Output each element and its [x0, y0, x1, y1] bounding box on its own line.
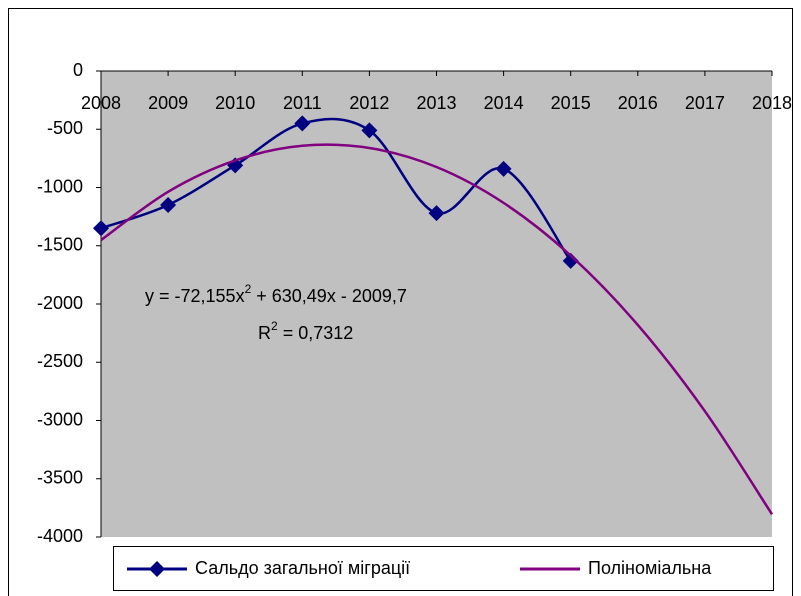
- trend-equation: y = -72,155x2 + 630,49x - 2009,7: [145, 282, 407, 306]
- r-squared-part: 2: [271, 319, 278, 333]
- y-tick-label: -1500: [37, 235, 83, 255]
- data-point: [495, 160, 512, 177]
- y-tick-label: -2000: [37, 293, 83, 313]
- r-squared-part: = 0,7312: [278, 323, 354, 343]
- x-tick-label: 2013: [416, 93, 456, 113]
- data-point: [361, 122, 378, 139]
- x-tick-label: 2017: [685, 93, 725, 113]
- chart-frame: [8, 8, 793, 596]
- y-tick-label: -4000: [37, 526, 83, 546]
- legend-label: Сальдо загальної міграції: [195, 558, 410, 578]
- x-tick-label: 2018: [752, 93, 792, 113]
- y-tick-label: -500: [47, 118, 83, 138]
- x-tick-label: 2011: [283, 93, 322, 113]
- plot-area: [101, 71, 772, 537]
- legend-marker: [149, 561, 165, 577]
- equation-part: 2: [245, 282, 252, 296]
- x-tick-label: 2010: [215, 93, 255, 113]
- x-tick-label: 2008: [81, 93, 121, 113]
- x-tick-label: 2015: [551, 93, 591, 113]
- x-tick-label: 2014: [484, 93, 524, 113]
- series-line: [100, 143, 774, 515]
- data-point: [294, 115, 311, 132]
- data-point: [160, 196, 177, 213]
- y-tick-label: -3000: [37, 409, 83, 429]
- r-squared-part: R: [258, 323, 271, 343]
- r-squared: R2 = 0,7312: [258, 319, 353, 343]
- y-tick-label: 0: [73, 60, 83, 80]
- equation-part: + 630,49x - 2009,7: [251, 286, 407, 306]
- equation-part: y = -72,155x: [145, 286, 245, 306]
- y-tick-label: -2500: [37, 351, 83, 371]
- x-tick-label: 2012: [349, 93, 389, 113]
- x-tick-label: 2016: [618, 93, 658, 113]
- data-point: [562, 252, 579, 269]
- x-tick-label: 2009: [148, 93, 188, 113]
- legend-box: [113, 546, 774, 591]
- y-tick-label: -1000: [37, 176, 83, 196]
- data-point: [428, 205, 445, 222]
- legend-label: Поліноміальна: [588, 558, 712, 578]
- y-tick-label: -3500: [37, 468, 83, 488]
- data-point: [93, 220, 109, 237]
